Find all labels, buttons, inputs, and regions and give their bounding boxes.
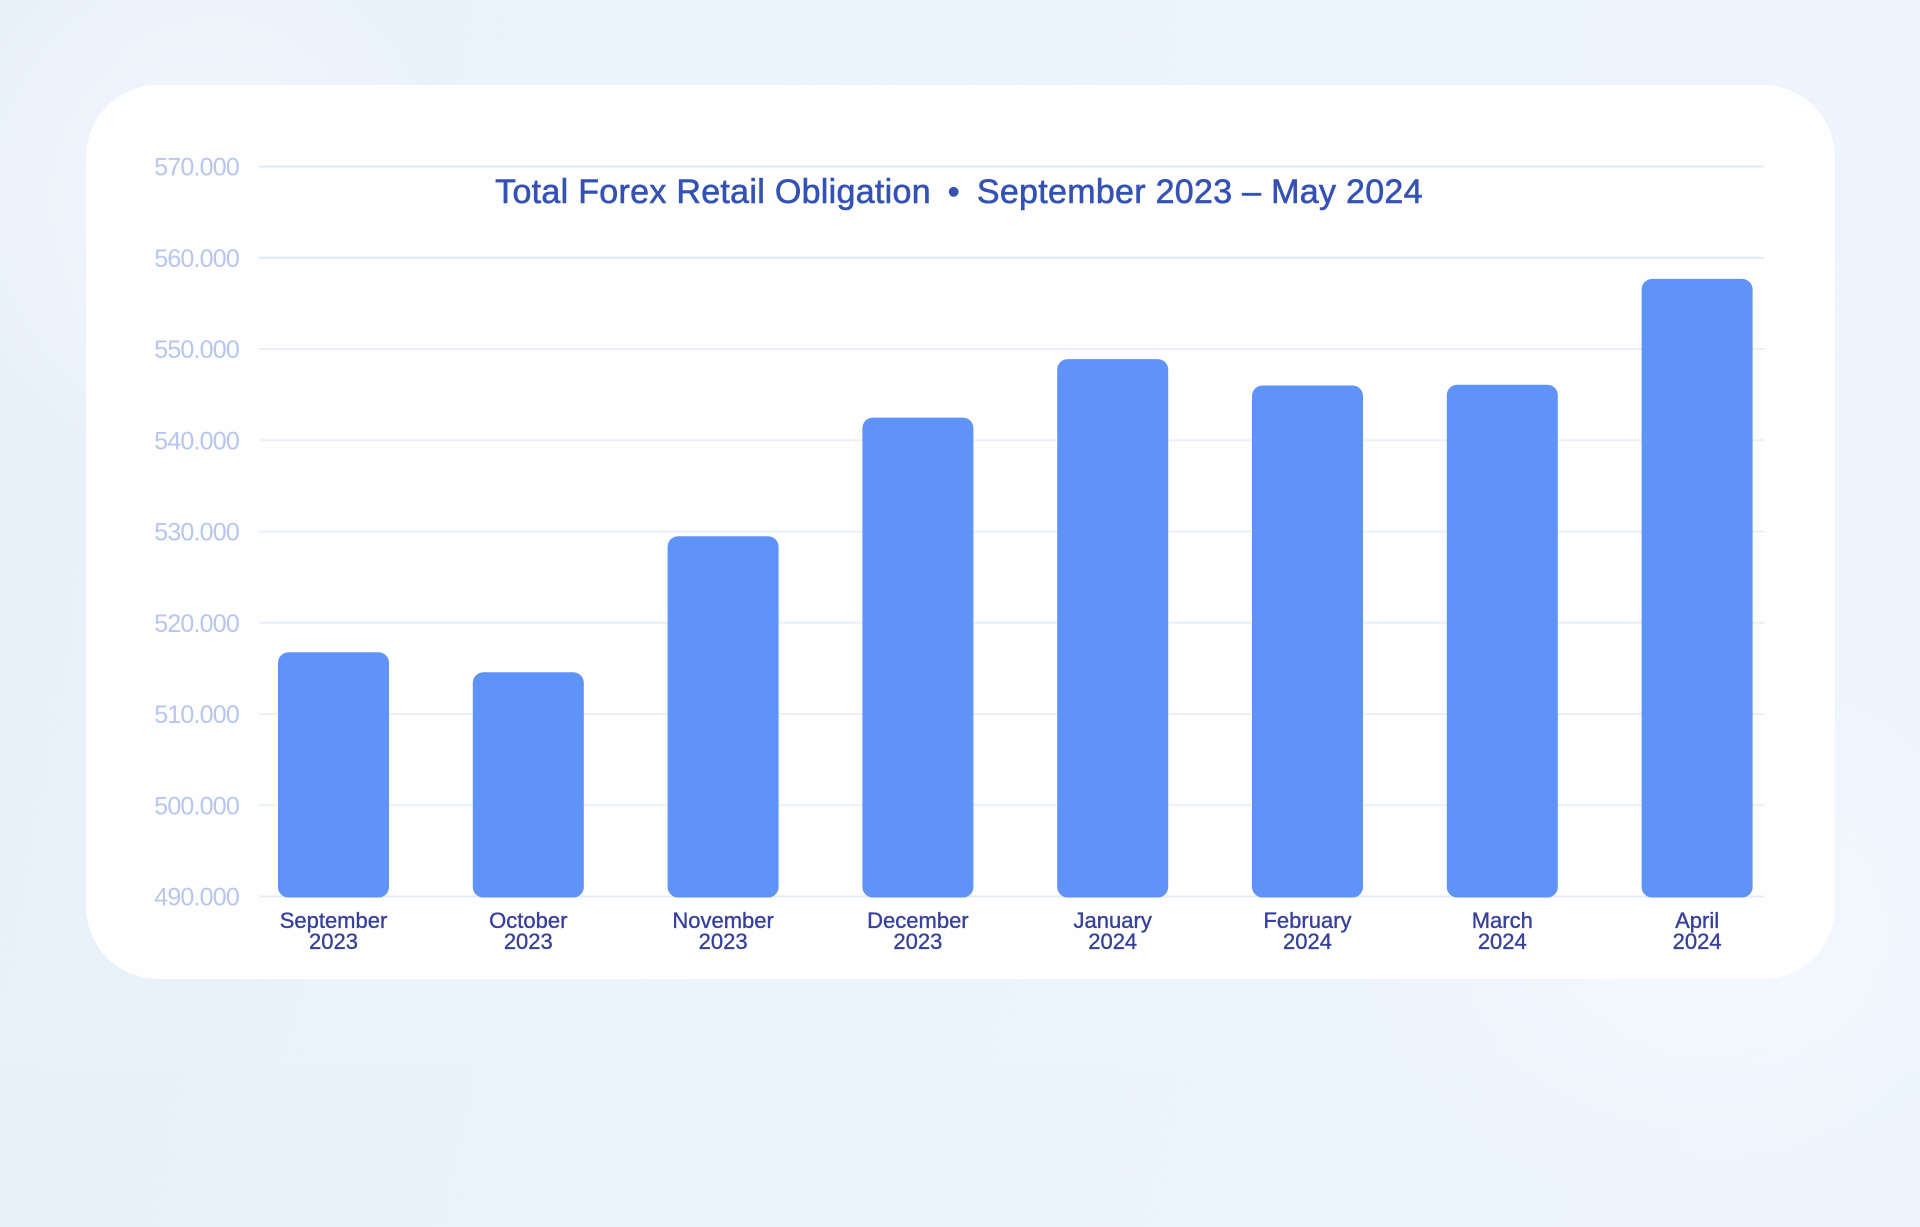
svg-text:February: February bbox=[1263, 908, 1351, 933]
svg-text:540.000: 540.000 bbox=[154, 427, 239, 455]
svg-text:November: November bbox=[672, 908, 773, 933]
svg-text:500.000: 500.000 bbox=[154, 792, 239, 820]
svg-text:2023: 2023 bbox=[504, 929, 553, 954]
svg-text:September: September bbox=[280, 908, 388, 933]
svg-text:2024: 2024 bbox=[1283, 929, 1332, 954]
svg-text:530.000: 530.000 bbox=[154, 519, 239, 547]
svg-text:490.000: 490.000 bbox=[154, 884, 239, 912]
svg-text:April: April bbox=[1675, 908, 1719, 933]
svg-text:570.000: 570.000 bbox=[154, 154, 239, 182]
svg-text:2024: 2024 bbox=[1673, 929, 1722, 954]
svg-text:March: March bbox=[1472, 908, 1533, 933]
svg-text:510.000: 510.000 bbox=[154, 701, 239, 729]
svg-text:520.000: 520.000 bbox=[154, 610, 239, 638]
svg-text:550.000: 550.000 bbox=[154, 336, 239, 364]
svg-text:2023: 2023 bbox=[699, 929, 748, 954]
svg-text:October: October bbox=[489, 908, 567, 933]
svg-text:January: January bbox=[1074, 908, 1152, 933]
svg-text:2023: 2023 bbox=[309, 929, 358, 954]
svg-text:December: December bbox=[867, 908, 968, 933]
svg-text:2024: 2024 bbox=[1478, 929, 1527, 954]
svg-text:2023: 2023 bbox=[893, 929, 942, 954]
svg-text:560.000: 560.000 bbox=[154, 245, 239, 273]
svg-text:Total Forex Retail Obligation: Total Forex Retail Obligation • Septembe… bbox=[495, 173, 1423, 211]
svg-text:2024: 2024 bbox=[1088, 929, 1137, 954]
